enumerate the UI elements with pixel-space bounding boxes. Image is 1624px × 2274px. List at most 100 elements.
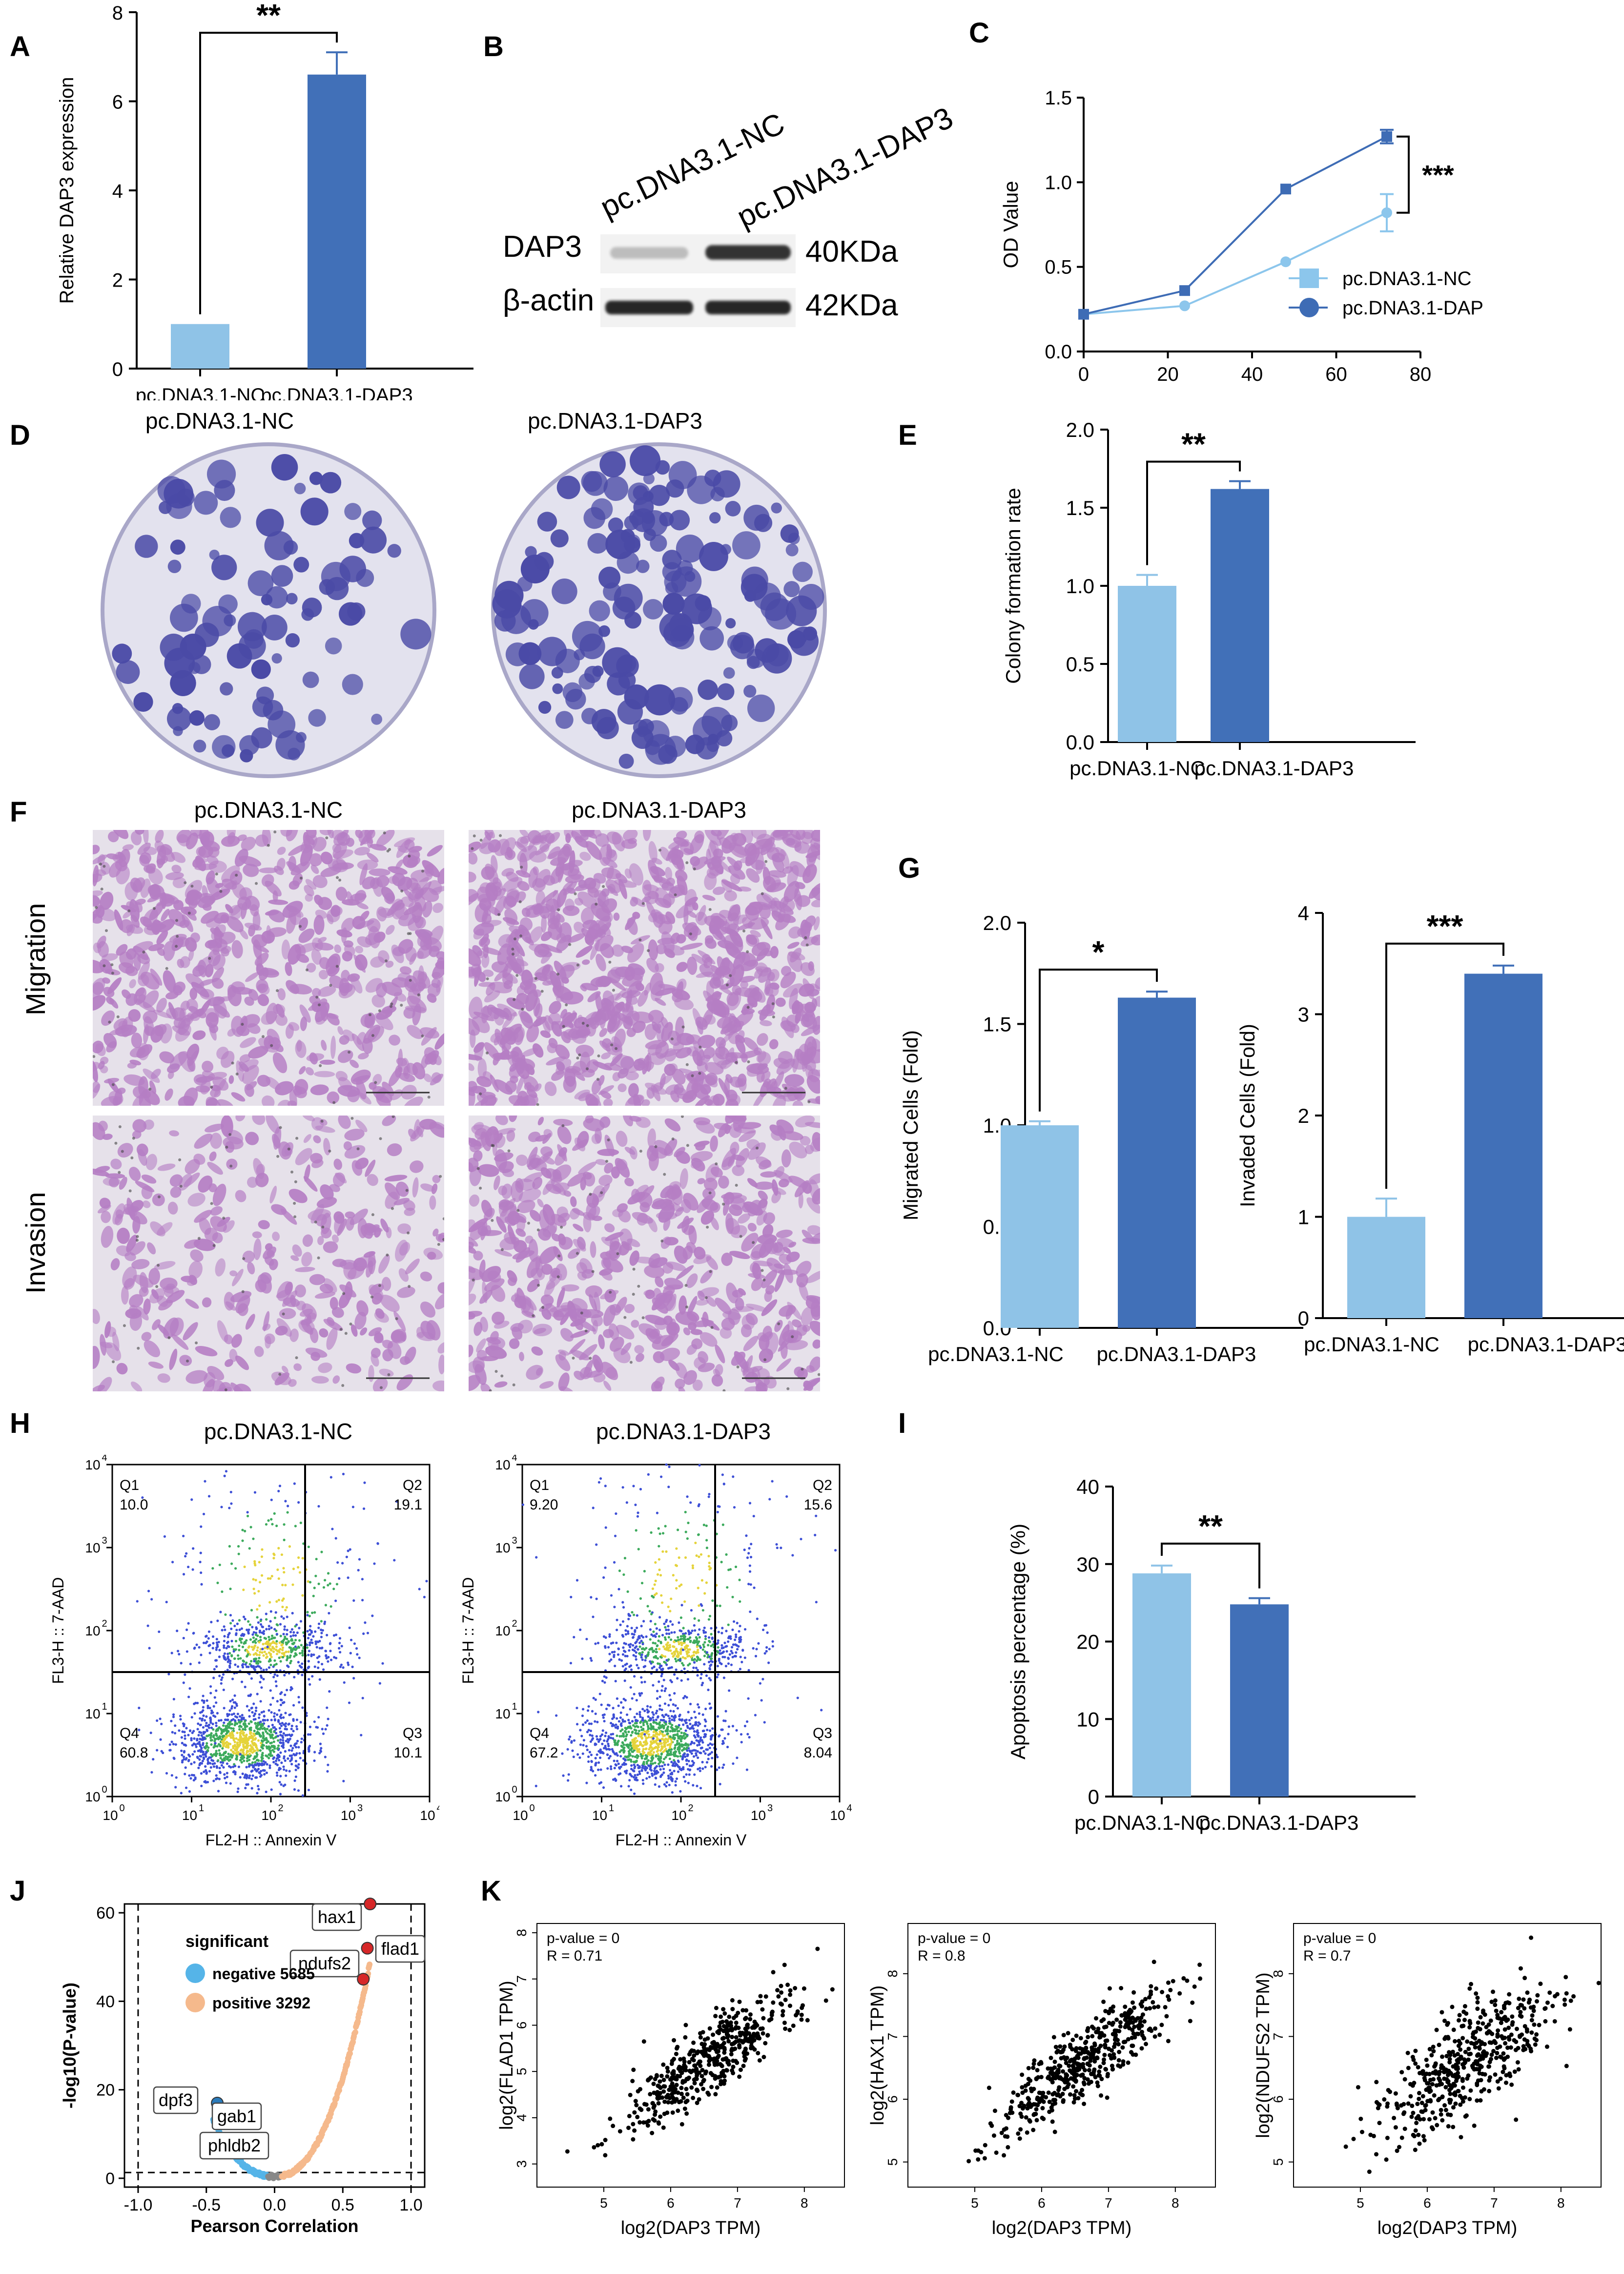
cell [186,1043,200,1061]
cell [272,1231,280,1241]
cell [305,1067,314,1075]
pore [442,1238,444,1241]
cell [248,925,256,937]
scatter-point [641,2039,646,2044]
scatter-point [1427,2117,1432,2122]
scatter-point [681,2056,686,2061]
scatter-point [783,2026,788,2031]
scatter-point [716,2049,720,2054]
scatter-point [1422,2138,1427,2143]
cell [235,1190,247,1202]
scatter-point [1399,2103,1404,2108]
scatter-point [1103,2008,1108,2013]
scatter-point [765,2033,770,2038]
cell [329,1297,338,1310]
cell [178,1096,195,1106]
cell [706,1001,726,1016]
colony [591,498,613,520]
scatter-point [1086,2035,1090,2040]
cell [142,1200,151,1208]
annotation: p-value = 0 [1303,1930,1376,1946]
scatter-point [758,2000,763,2005]
scatter-point [1084,2046,1089,2050]
panel-label-c: C [969,17,989,49]
cell [743,1037,759,1051]
cell [237,834,247,841]
cell [261,930,275,944]
colony [581,471,602,492]
cell [501,1183,513,1199]
scatter-point [697,2070,702,2075]
cell [344,1145,366,1159]
scatter-point [1078,2051,1083,2056]
cell [745,844,757,865]
cell [151,1289,159,1300]
cell [241,902,247,919]
scatter-point [1448,2098,1453,2103]
cell [241,836,256,851]
cell [686,1079,698,1098]
scatter-point [755,2035,760,2040]
scatter-point [653,2109,658,2114]
colony [550,529,569,548]
scatter-point [1067,2064,1071,2068]
cell [687,910,697,918]
scatter-point [1095,2080,1100,2085]
plate-rim [491,442,827,778]
scatter-point [1467,2019,1472,2024]
scatter-point [1054,2071,1059,2076]
cell [655,988,676,996]
pore [383,831,386,835]
scatter-point [1385,2135,1390,2140]
scatter-point [1522,2024,1527,2028]
cell [289,1328,299,1342]
cell [356,902,369,910]
cell [678,1295,687,1315]
cell [494,1008,509,1019]
scatter-point [748,2017,753,2022]
cell [715,1298,732,1315]
panel-label-a: A [10,31,30,62]
cell [536,1367,543,1376]
cell [356,1300,369,1317]
cell [748,985,766,1003]
scatter-point [1053,2101,1058,2106]
scatter-point [1496,2086,1501,2091]
cell [576,945,593,958]
cell [732,985,742,996]
cell [644,982,652,996]
cell [329,1184,340,1192]
cell [326,1327,338,1350]
scatter-point [1534,2038,1539,2043]
cell [169,1051,188,1070]
scatter-point [662,2084,667,2089]
cell [310,865,319,874]
pore [378,1284,381,1287]
scatter-point [1034,2107,1039,2112]
pore [442,1217,444,1220]
pore [167,1336,171,1340]
cell [111,830,129,839]
colony [220,507,241,528]
scatter-point [1457,2013,1462,2018]
colony [238,632,266,660]
scatter-point [1138,2002,1143,2006]
cell [649,972,663,995]
scatter-point [1374,2152,1379,2157]
scatter-point [1514,2026,1519,2031]
scatter-point [1082,2056,1087,2061]
cell [130,1381,143,1391]
cell [470,1029,476,1048]
scatter-point [1427,2089,1432,2094]
cell [697,1061,708,1073]
cell [540,1294,554,1306]
cell [809,1356,820,1372]
cell [676,856,684,870]
scatter-point [721,2036,726,2041]
cell [332,1375,340,1384]
cell [242,1250,255,1263]
colony [271,653,282,664]
cell [555,996,564,1002]
scatter-point [617,2129,622,2134]
